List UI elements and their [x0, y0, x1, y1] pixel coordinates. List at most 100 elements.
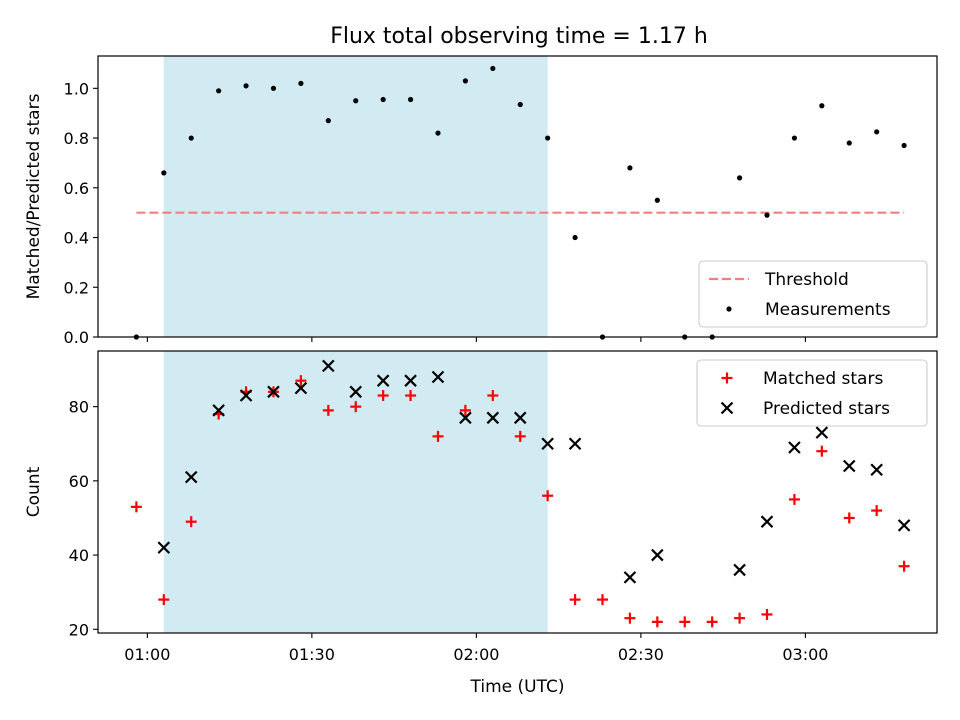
data-point-matched — [788, 493, 800, 505]
data-point-matched — [898, 560, 910, 572]
data-point — [736, 175, 743, 181]
x-axis-label: Time (UTC) — [470, 677, 565, 697]
data-point — [654, 197, 660, 203]
data-point-predicted — [897, 519, 911, 532]
legend-box — [696, 359, 928, 427]
data-point-predicted — [541, 437, 554, 451]
series-matched-stars — [130, 375, 910, 628]
x-tick-label: 01:30 — [289, 645, 335, 664]
x-tick-label: 02:30 — [618, 645, 664, 664]
x-tick-label: 02:00 — [453, 645, 499, 664]
data-point-matched — [158, 594, 170, 606]
data-point-matched — [185, 516, 197, 528]
data-point — [545, 135, 551, 141]
data-point-predicted — [623, 571, 637, 584]
data-point-matched — [569, 594, 581, 606]
legend-label: Predicted stars — [763, 399, 890, 419]
data-point-matched — [596, 594, 608, 606]
data-point — [161, 170, 167, 176]
data-point-predicted — [459, 411, 472, 425]
axes-frame — [97, 350, 938, 634]
data-point-matched — [459, 404, 471, 416]
legend-label: Matched stars — [763, 369, 883, 389]
data-point-predicted — [184, 470, 198, 484]
y-tick-label: 60 — [69, 472, 89, 491]
data-point-predicted — [376, 374, 390, 387]
data-point — [517, 101, 523, 108]
chart-title: Flux total observing time = 1.17 h — [330, 24, 708, 49]
panel-bottom: 20 40 60 80 01:00 01:30 02:00 02:30 03:00 Count Ti… — [24, 350, 938, 697]
data-point-predicted — [267, 385, 280, 399]
y-tick-label: 0.2 — [64, 278, 89, 297]
data-point — [627, 165, 633, 171]
legend-entry: Measurements — [726, 300, 891, 320]
data-point-matched — [706, 616, 718, 628]
data-point-predicted — [568, 437, 582, 451]
data-point-matched — [651, 616, 663, 628]
series-predicted-stars — [157, 359, 911, 584]
data-point-predicted — [294, 381, 308, 395]
data-point-predicted — [431, 370, 445, 384]
legend-label: Threshold — [764, 270, 849, 290]
x-tick-label: 03:00 — [782, 645, 828, 664]
data-point-matched — [350, 401, 362, 413]
y-axis-label: Matched/Predicted stars — [24, 93, 44, 299]
data-point-matched — [843, 512, 855, 524]
legend-x-swatch — [720, 401, 734, 415]
y-tick-label: 0.8 — [64, 129, 89, 148]
data-point-predicted — [815, 426, 829, 439]
data-point — [764, 212, 770, 218]
data-point-predicted — [733, 563, 746, 577]
y-tick-label: 0.4 — [64, 229, 89, 248]
axes-frame — [97, 55, 938, 338]
data-point-matched — [405, 390, 417, 402]
data-point — [353, 98, 359, 104]
data-point-predicted — [486, 411, 500, 425]
legend-label: Measurements — [765, 300, 891, 320]
data-point-predicted — [322, 359, 335, 373]
data-point — [572, 234, 578, 241]
data-point-predicted — [788, 441, 801, 454]
x-tick-label: 01:00 — [124, 645, 170, 664]
data-point — [791, 135, 798, 141]
data-point-matched — [734, 612, 746, 624]
y-tick-label: 0.0 — [64, 328, 89, 347]
data-point — [380, 96, 386, 103]
data-point — [490, 65, 496, 72]
data-point-matched — [514, 430, 526, 442]
data-point-matched — [761, 608, 773, 620]
legend-entry: Matched stars — [721, 369, 883, 389]
data-point-matched — [322, 404, 334, 416]
data-point-predicted — [404, 374, 417, 387]
data-point — [270, 85, 277, 91]
y-axis-label: Count — [24, 466, 44, 517]
data-point — [819, 103, 825, 109]
legend-entry: Predicted stars — [720, 399, 890, 419]
shaded-span — [163, 56, 548, 337]
data-point — [901, 142, 907, 149]
legend: Matched stars Predicted stars — [696, 359, 928, 427]
data-point-matched — [377, 390, 389, 402]
data-point-matched — [624, 612, 636, 624]
data-point — [298, 80, 304, 86]
legend-box — [698, 260, 928, 328]
data-point-matched — [130, 501, 142, 513]
data-point-predicted — [513, 411, 527, 425]
data-point-matched — [679, 616, 691, 628]
legend-measurement-swatch — [726, 306, 732, 312]
data-point-matched — [542, 490, 554, 502]
data-point-matched — [295, 375, 307, 387]
data-point-predicted — [842, 459, 856, 473]
data-point-predicted — [760, 515, 774, 528]
data-point — [874, 129, 880, 135]
y-tick-label: 1.0 — [64, 79, 89, 98]
y-tick-label: 40 — [69, 546, 89, 565]
data-point-predicted — [651, 548, 664, 562]
data-point-predicted — [157, 541, 171, 554]
y-tick-label: 0.6 — [64, 179, 89, 198]
data-point-matched — [816, 445, 828, 457]
data-point-matched — [487, 390, 499, 402]
data-point-predicted — [349, 385, 363, 399]
legend-entry: Threshold — [709, 270, 849, 290]
